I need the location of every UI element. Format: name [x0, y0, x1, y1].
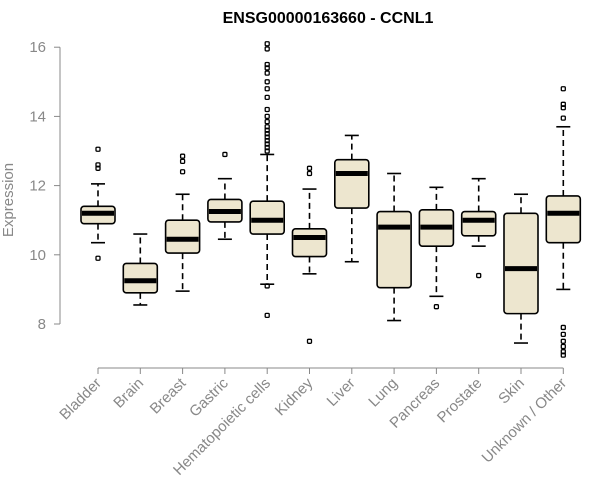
outlier-point: [264, 86, 270, 92]
box-iqr: [333, 158, 370, 209]
x-tick-label: Lung: [365, 375, 401, 411]
outlier-point: [433, 304, 440, 310]
box-breast: [164, 153, 201, 292]
y-axis: 8 10 12 14 16: [29, 39, 61, 333]
box-gastric: [207, 151, 243, 241]
x-tick-label: Brain: [110, 375, 147, 412]
outlier-point: [560, 349, 566, 355]
outlier-point: [95, 255, 101, 261]
boxes-group: [80, 41, 582, 358]
box-iqr: [249, 200, 285, 235]
outlier-point: [179, 153, 186, 159]
outlier-point: [179, 158, 186, 165]
outlier-point: [264, 118, 270, 125]
box-iqr: [291, 228, 328, 258]
box-iqr: [376, 210, 412, 289]
box-iqr: [503, 212, 539, 315]
box-iqr: [545, 195, 582, 244]
outlier-point: [264, 283, 270, 289]
box-pancreas: [418, 186, 455, 310]
box-bladder: [80, 146, 116, 261]
x-tick-label: Prostate: [434, 375, 486, 427]
box-iqr: [122, 262, 159, 294]
outlier-point: [264, 46, 270, 52]
outlier-point: [306, 165, 313, 171]
outlier-point: [264, 124, 270, 130]
box-unknown-other: [545, 86, 582, 358]
box-lung: [376, 172, 412, 322]
x-tick-label: Breast: [147, 374, 190, 417]
outlier-point: [560, 115, 566, 121]
x-tick-label: Liver: [324, 375, 359, 410]
box-kidney: [291, 165, 328, 344]
x-tick-label: Skin: [495, 375, 528, 408]
box-brain: [122, 233, 159, 306]
outlier-point: [95, 146, 101, 152]
y-tick-label: 16: [29, 39, 46, 56]
y-tick-label: 10: [29, 247, 46, 264]
box-liver: [333, 134, 370, 263]
box-hematopoietic-cells: [249, 41, 285, 319]
outlier-point: [264, 106, 270, 113]
outlier-point: [560, 86, 566, 92]
outlier-point: [95, 162, 101, 168]
box-iqr: [164, 219, 201, 254]
y-tick-label: 12: [29, 178, 46, 195]
outlier-point: [264, 113, 270, 120]
outlier-point: [560, 324, 566, 331]
outlier-point: [264, 312, 270, 319]
outlier-point: [560, 338, 566, 344]
y-tick-label: 8: [38, 316, 46, 333]
box-skin: [503, 193, 539, 344]
outlier-point: [560, 343, 566, 350]
outlier-point: [560, 101, 566, 107]
outlier-point: [306, 170, 313, 177]
y-tick-label: 14: [29, 108, 46, 125]
outlier-point: [222, 151, 228, 158]
box-iqr: [460, 210, 497, 237]
outlier-point: [264, 94, 270, 101]
outlier-point: [306, 338, 313, 344]
outlier-point: [179, 169, 186, 175]
outlier-point: [264, 61, 270, 68]
outlier-point: [264, 70, 270, 76]
outlier-point: [264, 79, 270, 85]
outlier-point: [264, 41, 270, 47]
x-tick-label: Kidney: [272, 374, 317, 419]
box-prostate: [460, 177, 497, 279]
x-tick-label: Bladder: [56, 375, 105, 424]
chart-title: ENSG00000163660 - CCNL1: [223, 10, 434, 27]
outlier-point: [476, 272, 482, 279]
outlier-point: [560, 331, 566, 338]
y-axis-label: Expression: [0, 163, 17, 237]
